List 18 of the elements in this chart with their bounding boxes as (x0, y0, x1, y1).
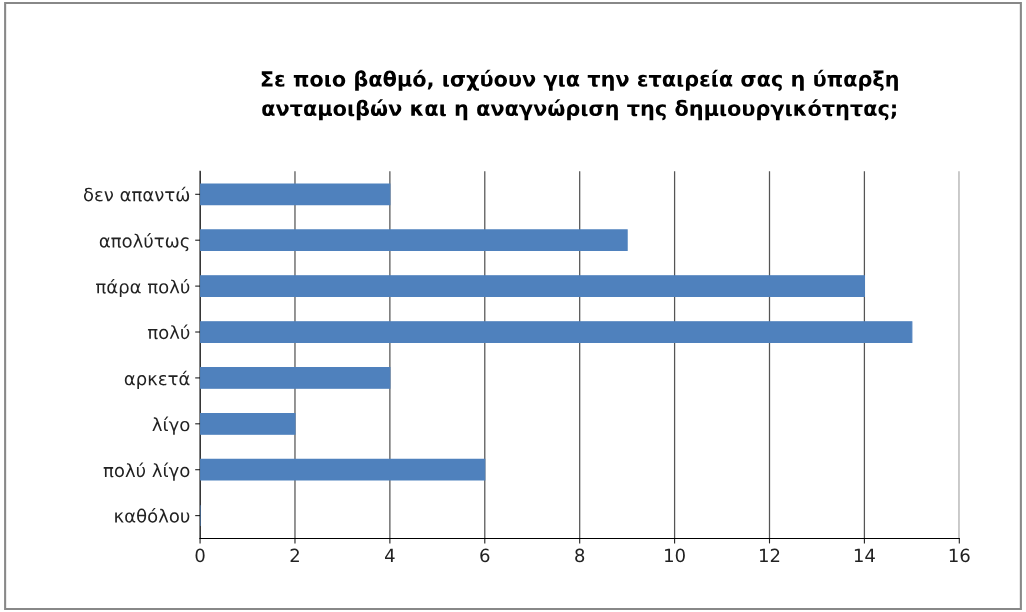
y-tick-label: καθόλου (115, 508, 190, 523)
x-tick-label: 16 (949, 548, 970, 563)
y-tick-label: δεν απαντώ (83, 186, 190, 202)
x-tick-label: 0 (195, 548, 205, 563)
x-tick-label: 6 (480, 548, 490, 563)
x-tick-label: 12 (760, 548, 780, 562)
y-tick-label: πάρα πολύ (96, 278, 190, 298)
y-tick-label: αρκετά (124, 370, 190, 389)
y-tick-label: πολύ (147, 324, 190, 340)
y-tick-label: απολύτως (99, 232, 189, 252)
chart-title: Σε ποιο βαθμό, ισχύουν για την εταιρεία σας η ύπαρξη ανταμοιβών και η αναγνώριση της δημιουργικότητας; (261, 69, 898, 121)
y-tick-label: λίγο (152, 416, 190, 435)
x-tick-label: 4 (385, 548, 395, 562)
x-tick-label: 14 (854, 548, 875, 562)
y-tick-label: πολύ λίγο (103, 462, 190, 481)
x-tick-label: 10 (665, 548, 685, 563)
x-tick-label: 2 (290, 548, 299, 562)
x-tick-label: 8 (575, 548, 585, 563)
